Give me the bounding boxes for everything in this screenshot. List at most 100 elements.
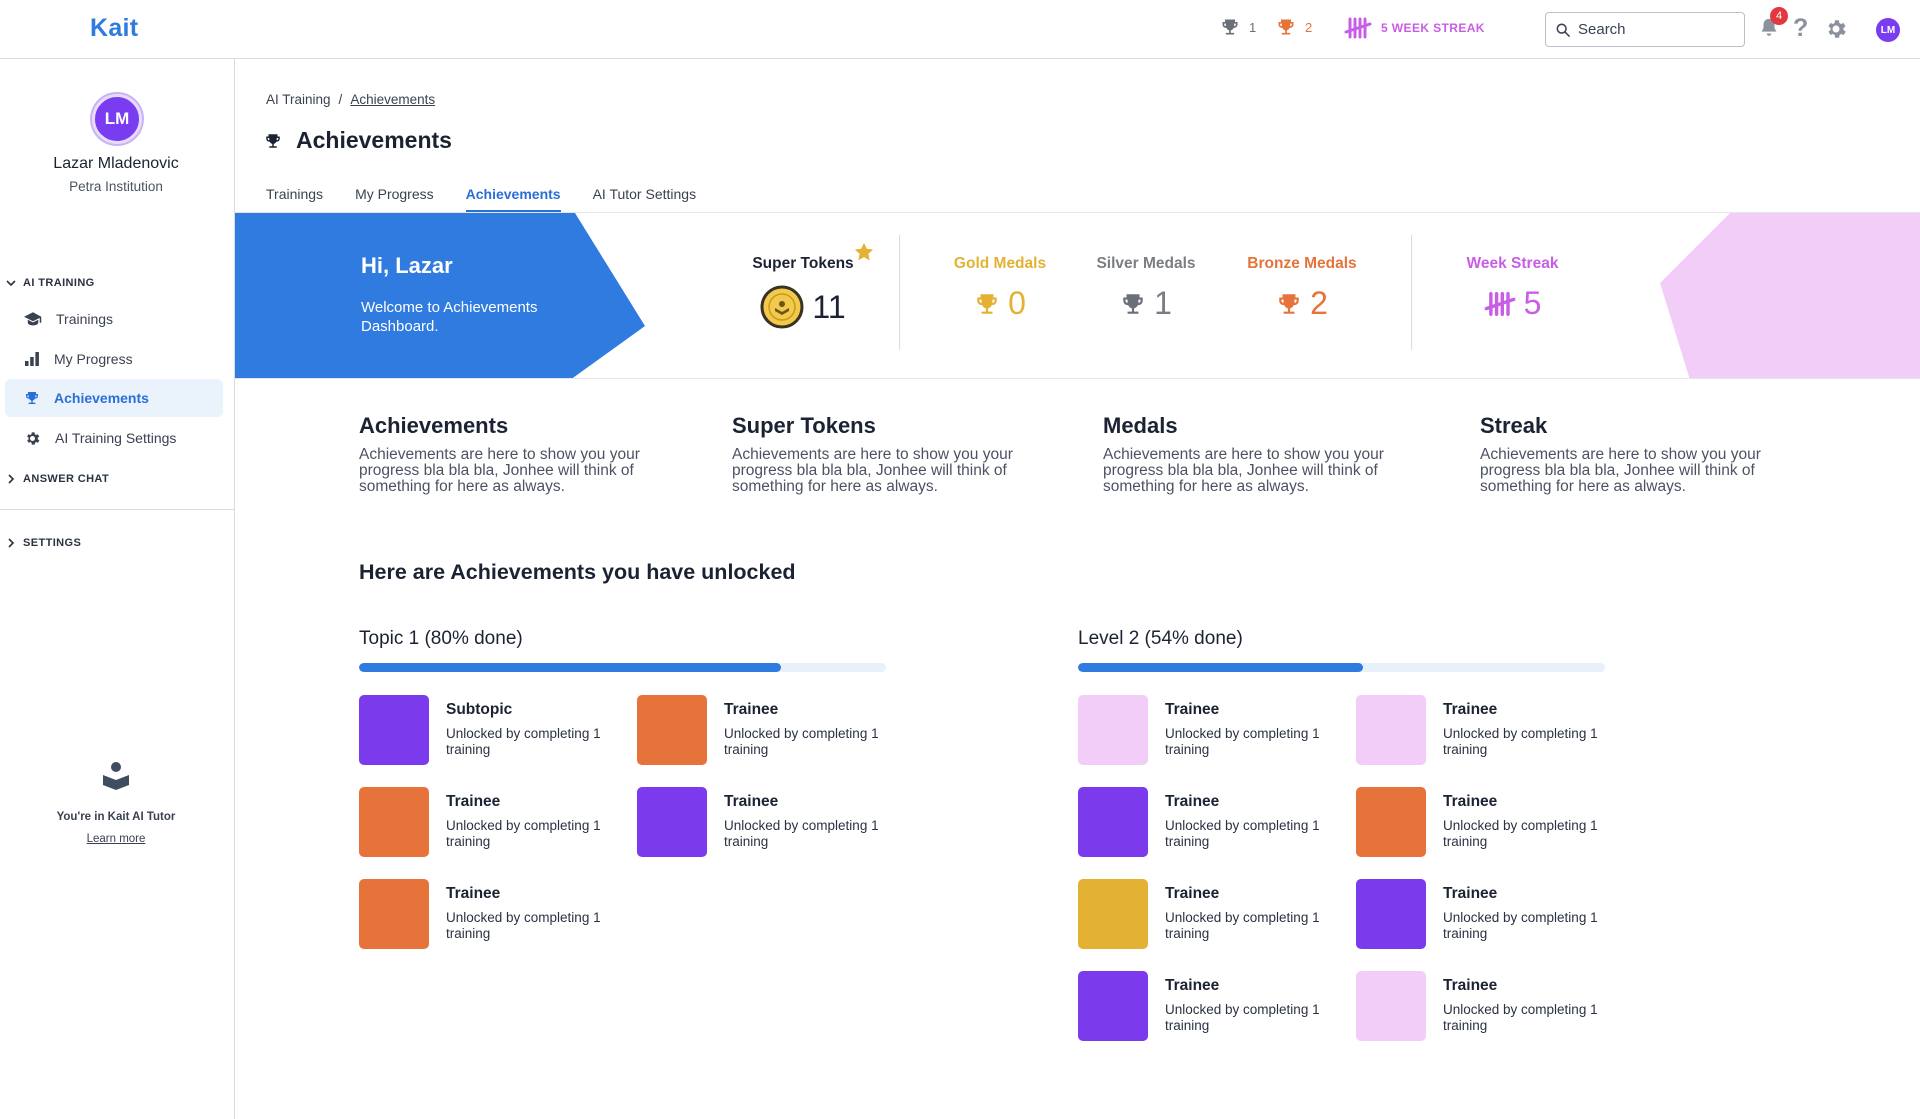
sidebar-item-ai-training-settings[interactable]: AI Training Settings — [5, 419, 223, 457]
user-avatar[interactable]: LM — [1876, 18, 1900, 42]
tab-trainings[interactable]: Trainings — [266, 186, 324, 202]
tab-my-progress[interactable]: My Progress — [355, 186, 434, 202]
achievement-description: Unlocked by completing 1 training — [724, 726, 879, 757]
achievement-title: Trainee — [1165, 885, 1220, 902]
week-streak-stat: Week Streak 5 — [1455, 255, 1570, 322]
achievement-badge-tile — [359, 787, 429, 857]
achievement-item[interactable]: Trainee Unlocked by completing 1 training — [359, 879, 616, 949]
achievement-item[interactable]: Trainee Unlocked by completing 1 training — [1356, 695, 1613, 765]
achievement-text: Trainee Unlocked by completing 1 training — [1443, 787, 1613, 857]
gold-medals-label: Gold Medals — [953, 255, 1047, 272]
achievement-item[interactable]: Subtopic Unlocked by completing 1 trainin… — [359, 695, 616, 765]
achievement-item[interactable]: Trainee Unlocked by completing 1 training — [1078, 787, 1335, 857]
tab-bar: Trainings My Progress Achievements AI Tu… — [266, 186, 728, 213]
gold-medals-stat: Gold Medals 0 — [940, 255, 1060, 322]
breadcrumb-parent[interactable]: AI Training — [266, 92, 331, 107]
unlocked-section-title: Here are Achievements you have unlocked — [359, 560, 796, 584]
achievement-text: Subtopic Unlocked by completing 1 trainin… — [446, 695, 616, 765]
achievement-description: Unlocked by completing 1 training — [1165, 1002, 1320, 1033]
achievement-item[interactable]: Trainee Unlocked by completing 1 training — [637, 787, 894, 857]
sidebar-item-my-progress[interactable]: My Progress — [5, 340, 223, 378]
sidebar-avatar[interactable]: LM — [92, 94, 142, 144]
tab-ai-tutor-settings[interactable]: AI Tutor Settings — [592, 186, 697, 202]
streak-tally-icon — [1344, 17, 1372, 39]
breadcrumb: AI Training / Achievements — [266, 92, 435, 107]
silver-count: 1 — [1249, 19, 1257, 35]
achievement-title: Trainee — [724, 793, 779, 810]
achievement-item[interactable]: Trainee Unlocked by completing 1 training — [1356, 971, 1613, 1041]
gold-trophy-icon — [977, 293, 997, 314]
banner-pink-shape — [1660, 213, 1920, 378]
user-institution: Petra Institution — [69, 179, 163, 194]
sidebar-item-label: Trainings — [56, 311, 114, 327]
search-input[interactable] — [1578, 21, 1728, 38]
achievement-badge-tile — [1078, 787, 1148, 857]
top-bar: Kait 1 2 5 WEEK STREAK 4 ? LM — [0, 0, 1920, 59]
achievement-item[interactable]: Trainee Unlocked by completing 1 training — [1078, 971, 1335, 1041]
achievement-badge-tile — [637, 695, 707, 765]
bronze-medals-value: 2 — [1310, 285, 1328, 321]
graduation-cap-icon — [24, 312, 42, 326]
achievement-text: Trainee Unlocked by completing 1 training — [1443, 971, 1613, 1041]
achievement-description: Unlocked by completing 1 training — [1443, 1002, 1598, 1033]
search-box[interactable] — [1545, 12, 1745, 47]
achievement-description: Unlocked by completing 1 training — [446, 910, 601, 941]
silver-medals-value: 1 — [1154, 285, 1172, 321]
bronze-medal-count[interactable]: 2 — [1276, 17, 1312, 37]
achievement-badge-tile — [1078, 879, 1148, 949]
info-medals: Medals Achievements are here to show you… — [1103, 413, 1433, 495]
topic-1-progress-bar — [359, 663, 886, 672]
achievement-title: Subtopic — [446, 701, 513, 718]
achievement-item[interactable]: Trainee Unlocked by completing 1 training — [1078, 879, 1335, 949]
chevron-right-icon — [8, 474, 15, 484]
banner-blue-shape — [235, 213, 645, 378]
info-streak: Streak Achievements are here to show you… — [1480, 413, 1810, 495]
super-tokens-value: 11 — [812, 288, 846, 325]
gear-icon[interactable] — [1824, 17, 1848, 41]
section-settings[interactable]: SETTINGS — [6, 537, 81, 549]
page-header: Achievements — [264, 127, 452, 154]
achievement-text: Trainee Unlocked by completing 1 training — [1443, 695, 1613, 765]
achievement-description: Unlocked by completing 1 training — [1443, 818, 1598, 849]
stat-divider — [899, 235, 900, 350]
streak-label: 5 WEEK STREAK — [1381, 21, 1485, 35]
breadcrumb-current[interactable]: Achievements — [350, 92, 436, 107]
achievement-title: Trainee — [1165, 977, 1220, 994]
sidebar-item-label: My Progress — [54, 351, 133, 367]
learn-more-link[interactable]: Learn more — [86, 833, 146, 845]
app-logo[interactable]: Kait — [90, 14, 139, 42]
achievement-item[interactable]: Trainee Unlocked by completing 1 training — [1078, 695, 1335, 765]
star-icon — [854, 242, 874, 261]
welcome-text: Welcome to Achievements Dashboard. — [361, 299, 538, 335]
achievement-item[interactable]: Trainee Unlocked by completing 1 training — [1356, 879, 1613, 949]
breadcrumb-separator: / — [338, 92, 343, 107]
bronze-trophy-icon — [1278, 19, 1294, 35]
sidebar-item-trainings[interactable]: Trainings — [5, 300, 223, 338]
achievement-text: Trainee Unlocked by completing 1 training — [1165, 695, 1335, 765]
trophy-icon — [26, 392, 38, 404]
progress-fill — [359, 663, 781, 672]
achievement-text: Trainee Unlocked by completing 1 training — [724, 787, 894, 857]
sidebar-item-label: AI Training Settings — [55, 430, 177, 446]
sidebar-item-achievements[interactable]: Achievements — [5, 379, 223, 417]
achievement-description: Unlocked by completing 1 training — [1443, 910, 1598, 941]
silver-medal-count[interactable]: 1 — [1220, 17, 1256, 37]
week-streak-indicator[interactable]: 5 WEEK STREAK — [1344, 17, 1485, 39]
achievements-banner: Hi, Lazar Welcome to Achievements Dashbo… — [235, 212, 1920, 379]
achievement-title: Trainee — [446, 885, 501, 902]
tab-achievements[interactable]: Achievements — [465, 186, 561, 213]
week-streak-value: 5 — [1523, 285, 1542, 321]
notification-badge: 4 — [1770, 7, 1788, 25]
achievement-item[interactable]: Trainee Unlocked by completing 1 training — [359, 787, 616, 857]
search-icon — [1556, 23, 1570, 37]
achievement-item[interactable]: Trainee Unlocked by completing 1 training — [1356, 787, 1613, 857]
sidebar-divider — [0, 509, 234, 510]
achievement-description: Unlocked by completing 1 training — [446, 818, 601, 849]
help-icon[interactable]: ? — [1793, 14, 1809, 42]
section-answer-chat[interactable]: ANSWER CHAT — [6, 473, 109, 485]
achievement-title: Trainee — [724, 701, 779, 718]
section-ai-training[interactable]: AI TRAINING — [6, 277, 95, 289]
achievement-item[interactable]: Trainee Unlocked by completing 1 training — [637, 695, 894, 765]
sidebar-item-label: Achievements — [54, 390, 149, 406]
week-streak-label: Week Streak — [1466, 255, 1559, 272]
